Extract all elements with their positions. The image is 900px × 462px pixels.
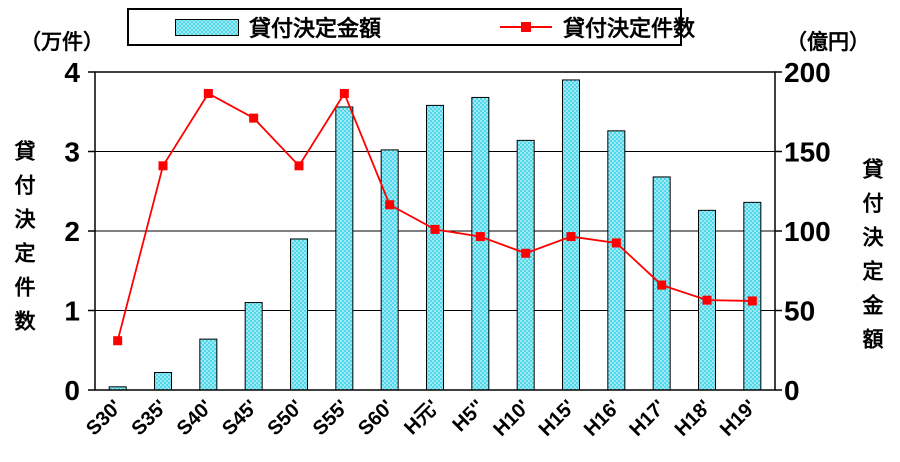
bar-swatch-icon	[175, 18, 239, 36]
y-left-tick-label: 0	[64, 375, 80, 406]
bar	[426, 104, 444, 391]
x-tick-label: S40'	[173, 396, 217, 440]
y-right-tick-label: 100	[784, 216, 831, 247]
y-right-tick-label: 200	[784, 57, 831, 88]
x-tick-label: H元'	[400, 396, 443, 439]
line-marker	[430, 224, 440, 234]
bar	[199, 338, 218, 391]
legend-bar-label: 貸付決定金額	[249, 16, 382, 41]
legend-line-swatch	[499, 18, 553, 36]
bar	[335, 106, 354, 391]
line-marker	[747, 296, 757, 306]
x-tick-label: H17'	[625, 396, 670, 441]
x-tick-label: H16'	[580, 396, 625, 441]
y-right-tick-label: 150	[784, 137, 831, 168]
x-tick-label: S30'	[82, 396, 126, 440]
line-marker	[702, 295, 712, 305]
line-marker	[249, 113, 259, 123]
x-tick-label: H10'	[489, 396, 534, 441]
x-tick-label: S60'	[354, 396, 398, 440]
x-tick-label: H5''	[449, 396, 489, 436]
bar	[743, 201, 762, 391]
bar	[154, 372, 172, 391]
x-tick-label: H18'	[671, 396, 716, 441]
legend: 貸付決定金額 貸付決定件数	[127, 8, 695, 46]
bar	[516, 139, 535, 391]
line-marker	[566, 232, 576, 242]
line-marker	[385, 200, 395, 210]
legend-bar-swatch	[175, 18, 239, 36]
bar	[471, 96, 490, 391]
right-axis-unit-label: （億円）	[786, 31, 870, 54]
line-marker	[113, 336, 123, 346]
bar	[380, 149, 399, 391]
bar	[290, 238, 308, 391]
x-tick-label: H15'	[535, 396, 580, 441]
x-tick-label: H19'	[716, 396, 761, 441]
y-left-tick-label: 4	[64, 57, 80, 88]
y-right-tick-label: 0	[784, 375, 800, 406]
line-marker	[294, 161, 304, 171]
y-left-tick-label: 3	[64, 137, 80, 168]
line-marker	[475, 232, 485, 242]
legend-line-marker	[521, 22, 532, 32]
x-tick-label: S35'	[127, 396, 171, 440]
line-marker	[158, 161, 168, 171]
left-axis-title: 貸付決定件数	[12, 140, 35, 344]
legend-line-label: 貸付決定件数	[563, 16, 696, 41]
y-right-tick-label: 50	[784, 296, 815, 327]
x-tick-label: S55'	[309, 396, 353, 440]
bar	[607, 130, 626, 391]
line-marker	[521, 248, 531, 258]
x-tick-label: S50'	[263, 396, 307, 440]
line-marker	[611, 238, 621, 248]
x-tick-label: S45'	[218, 396, 262, 440]
y-left-tick-label: 1	[64, 296, 80, 327]
right-axis-title: 貸付決定金額	[860, 158, 883, 362]
y-left-tick-label: 2	[64, 216, 80, 247]
line-marker	[657, 280, 667, 290]
line-marker	[203, 88, 213, 98]
line-marker	[339, 88, 349, 98]
line-swatch-icon	[500, 22, 553, 32]
left-axis-unit-label: （万件）	[20, 31, 104, 54]
bar	[244, 302, 263, 391]
